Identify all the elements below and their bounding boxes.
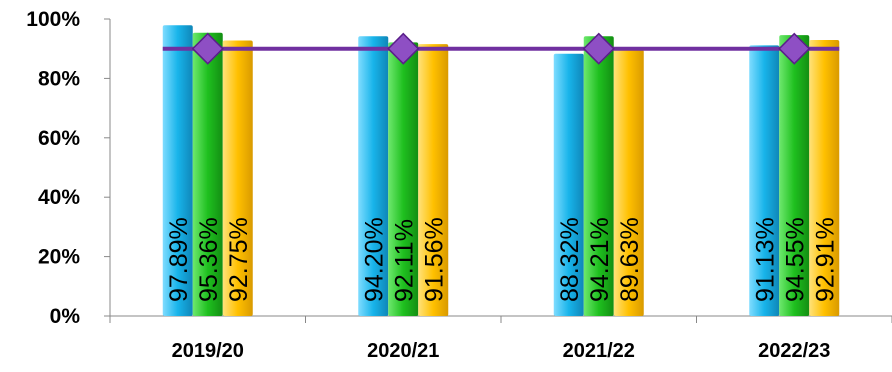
target-marker — [387, 32, 420, 65]
bar-data-label: 89.63% — [616, 217, 644, 302]
x-tick-label: 2022/23 — [758, 340, 830, 362]
bar-data-label: 88.32% — [556, 217, 584, 302]
y-tick-label: 60% — [38, 127, 80, 150]
bar — [583, 36, 614, 317]
bar-data-label: 92.11% — [390, 219, 418, 302]
bar-data-label: 91.56% — [420, 217, 448, 302]
y-tick-label: 40% — [38, 186, 80, 209]
bar — [553, 53, 584, 316]
bar — [358, 36, 389, 316]
target-marker — [191, 32, 224, 65]
bar — [779, 35, 810, 317]
bar — [749, 45, 780, 316]
bar — [192, 32, 223, 317]
bar-data-label: 92.91% — [811, 217, 839, 302]
y-tick-label: 100% — [26, 8, 80, 31]
bar — [162, 25, 193, 317]
bar-data-label: 92.75% — [225, 217, 253, 302]
bar — [613, 49, 644, 317]
y-tick-label: 20% — [38, 246, 80, 269]
target-marker — [778, 32, 811, 65]
target-marker — [582, 32, 615, 65]
bar-data-label: 91.13% — [751, 217, 779, 302]
bar — [388, 42, 419, 317]
bar-data-label: 94.20% — [360, 217, 388, 302]
bar — [418, 44, 449, 316]
y-tick-label: 0% — [50, 305, 81, 328]
data-labels: 97.89% 94.20% 88.32% 91.13% 95.36% 92.11% 94.2… — [165, 217, 840, 302]
bar — [222, 40, 253, 316]
bar-data-label: 97.89% — [165, 217, 193, 302]
bar-data-label: 94.55% — [781, 217, 809, 302]
target-line-layer — [162, 32, 840, 65]
axes: 0% 20% 40% 60% 80% 100% 2019/20 2020/21 2021/22 2… — [26, 8, 892, 362]
bar-data-label: 94.21% — [586, 217, 614, 302]
bar-data-label: 95.36% — [195, 217, 223, 302]
x-tick-label: 2021/22 — [563, 340, 635, 362]
y-tick-label: 80% — [38, 67, 80, 90]
x-tick-label: 2020/21 — [367, 340, 439, 362]
bars — [162, 25, 840, 317]
x-tick-label: 2019/20 — [172, 340, 244, 362]
bar — [809, 40, 840, 316]
